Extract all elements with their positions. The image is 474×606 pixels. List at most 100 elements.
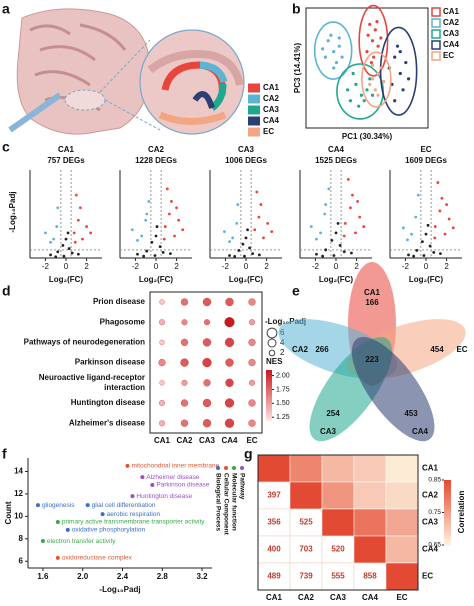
volcano-point (173, 234, 176, 238)
colorbar-step (266, 395, 272, 398)
row-label: Alzheimer's disease (69, 418, 146, 427)
cell-count: 555 (331, 572, 345, 581)
count-cell (257, 535, 291, 564)
go-point (85, 503, 90, 508)
cell-count: 397 (267, 491, 281, 500)
volcano-point (248, 246, 252, 250)
pca-point (370, 63, 375, 67)
volcano-point (349, 206, 352, 210)
row-label: Huntington disease (71, 398, 146, 407)
color-legend-title: NES (266, 357, 283, 366)
cell-count: 400 (267, 545, 281, 554)
column-label: CA1 (154, 436, 171, 445)
colorbar-step (444, 522, 451, 526)
volcano-point (332, 254, 336, 257)
volcano-point (414, 215, 418, 219)
volcano-point (451, 226, 455, 230)
pca-point (398, 71, 402, 76)
x-tick-label: -2 (42, 262, 50, 271)
column-label: CA2 (176, 436, 193, 445)
dot (159, 380, 165, 386)
legend-swatch (431, 29, 441, 39)
volcano-point (259, 203, 263, 206)
colorbar-step (266, 387, 272, 391)
volcano-point (336, 222, 340, 225)
legend-swatch (248, 116, 260, 126)
volcano-point (79, 206, 82, 210)
colorbar-step (444, 509, 451, 513)
x-tick-label: 2.4 (117, 572, 129, 581)
column-label: CA4 (221, 436, 238, 445)
y-tick-label: 10 (14, 511, 23, 520)
volcano-point (246, 228, 249, 232)
colorbar-step (266, 402, 272, 406)
volcano-point (223, 230, 226, 234)
volcano-point (236, 203, 240, 206)
volcano-point (342, 234, 346, 238)
volcano-point (309, 225, 313, 228)
pca-point (332, 50, 336, 54)
x-tick-label: 2 (354, 262, 359, 271)
volcano-point (323, 212, 327, 216)
dot (225, 378, 234, 387)
volcano-point (330, 239, 334, 242)
go-point (140, 475, 145, 480)
y-tick-label: 14 (14, 467, 23, 476)
volcano-point (235, 222, 239, 225)
go-point (65, 527, 70, 532)
pca-point (401, 88, 405, 92)
cell-count: 739 (299, 572, 313, 581)
volcano-point (338, 244, 342, 247)
colorbar-step (266, 400, 272, 403)
volcano-point (412, 254, 416, 258)
dot (248, 399, 256, 407)
venn-set (351, 337, 435, 442)
colorbar-step (266, 412, 272, 416)
volcano-point (56, 206, 60, 210)
set-label: EC (456, 345, 467, 354)
colorbar-step (266, 375, 272, 378)
pca-point (345, 88, 350, 92)
volcano-point (130, 228, 134, 232)
legend-label: Biological Process (214, 473, 221, 532)
colorbar-label: 0.75 (428, 509, 441, 516)
cell-count: 356 (267, 518, 281, 527)
size-legend-dot (266, 327, 278, 339)
volcano-point (262, 236, 265, 240)
volcano-point (61, 244, 65, 247)
cell-count: 520 (331, 545, 345, 554)
pca-point (370, 39, 375, 43)
volcano-point (422, 254, 426, 257)
plot-subtitle: 1006 DEGs (225, 156, 267, 165)
point-label: Parkinson disease (156, 482, 209, 489)
pca-point (370, 77, 375, 81)
volcano-point (358, 215, 362, 219)
colorbar-step (266, 415, 272, 418)
dot (225, 297, 234, 307)
set-count: 453 (404, 409, 418, 418)
plot-title: CA3 (238, 145, 255, 154)
volcano-point (406, 238, 409, 242)
pca-point (366, 33, 370, 37)
pca-point (354, 82, 358, 86)
volcano-point (440, 196, 444, 200)
colorbar-step (444, 499, 451, 504)
dot (158, 358, 166, 367)
volcano-point (334, 231, 338, 235)
row-label: EC (422, 572, 433, 581)
pca-point (368, 82, 372, 86)
heat-cell (289, 481, 323, 510)
volcano-point (233, 255, 237, 258)
row-label: Phagosome (100, 317, 146, 326)
colorbar-step (444, 486, 451, 491)
size-legend-title: -Log₁₀Padj (265, 317, 306, 326)
heat-cell (385, 481, 419, 510)
dot (180, 399, 189, 407)
legend-label: CA1 (443, 7, 460, 16)
pca-point (365, 50, 369, 54)
volcano-point (241, 242, 245, 246)
heat-cell (353, 481, 387, 510)
volcano-point (433, 225, 437, 228)
set-label: CA3 (320, 427, 337, 436)
volcano-point (255, 190, 259, 194)
